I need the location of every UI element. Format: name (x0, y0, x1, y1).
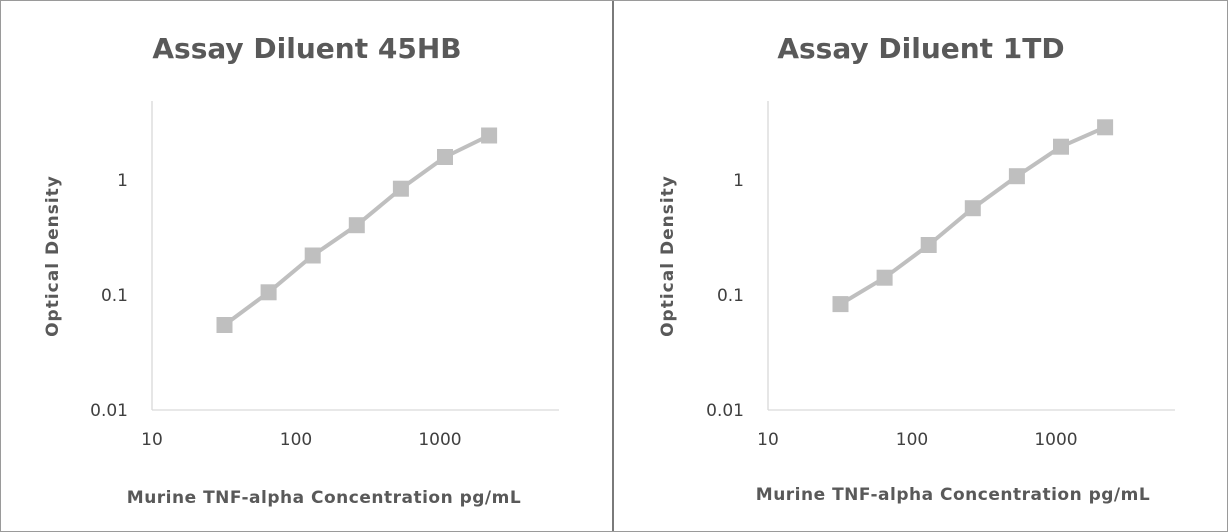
y-axis-title: Optical Density (43, 175, 63, 337)
data-point (304, 247, 321, 264)
chart-panel-right: Assay Diluent 1TD 0.01 0.1 1 10 100 1000… (614, 1, 1227, 531)
x-axis-title: Murine TNF-alpha Concentration pg/mL (756, 485, 1150, 505)
x-tick-label: 10 (757, 430, 779, 450)
plot-area (832, 119, 1114, 313)
x-tick-label: 100 (280, 430, 312, 450)
y-tick-label: 0.01 (706, 401, 744, 421)
data-point (964, 200, 981, 217)
x-axis-title: Murine TNF-alpha Concentration pg/mL (127, 488, 521, 508)
data-point (260, 284, 277, 301)
panel-divider (612, 1, 614, 531)
chart-title: Assay Diluent 45HB (152, 32, 461, 65)
data-point (216, 317, 233, 333)
y-tick-label: 1 (117, 171, 128, 191)
y-axis-title: Optical Density (658, 175, 678, 337)
x-tick-label: 1000 (1034, 430, 1077, 450)
data-point (920, 237, 937, 253)
data-point (481, 127, 498, 144)
y-tick-label: 0.1 (101, 286, 128, 306)
data-point (437, 149, 453, 165)
data-point (1008, 168, 1025, 185)
y-tick-label: 0.01 (90, 401, 128, 421)
data-point (348, 217, 365, 234)
y-tick-label: 0.1 (717, 286, 744, 306)
data-point (1053, 138, 1069, 155)
chart-svg-right: Assay Diluent 1TD 0.01 0.1 1 10 100 1000… (658, 32, 1175, 505)
x-tick-label: 10 (141, 430, 163, 450)
x-tick-label: 1000 (418, 430, 461, 450)
data-point (1097, 119, 1114, 136)
chart-panel-left: Assay Diluent 45HB 0.01 0.1 1 10 100 100… (1, 1, 612, 531)
data-point (392, 180, 409, 197)
y-tick-label: 1 (733, 171, 744, 191)
plot-area (216, 127, 498, 333)
chart-svg-left: Assay Diluent 45HB 0.01 0.1 1 10 100 100… (43, 32, 559, 508)
data-point (832, 296, 849, 313)
x-tick-label: 100 (896, 430, 928, 450)
data-point (876, 269, 893, 286)
chart-title: Assay Diluent 1TD (777, 32, 1064, 65)
